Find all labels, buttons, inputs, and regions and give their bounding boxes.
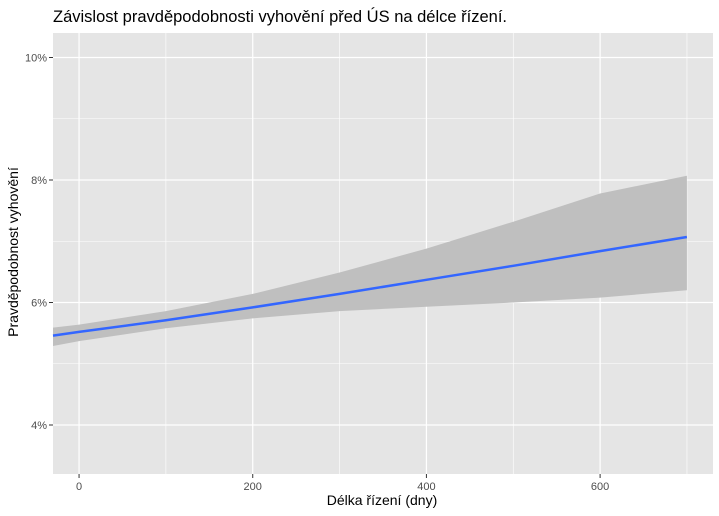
x-axis: 0 200 400 600 xyxy=(76,474,609,493)
x-tick-label: 0 xyxy=(76,481,82,493)
y-axis-title: Pravděpodobnost vyhovění xyxy=(5,167,21,337)
y-tick-label: 10% xyxy=(25,53,47,65)
trend-line xyxy=(52,235,688,337)
x-axis-title: Délka řízení (dny) xyxy=(327,492,437,508)
y-tick-label: 8% xyxy=(31,175,47,187)
chart-title: Závislost pravděpodobnosti vyhovění před… xyxy=(53,7,507,26)
y-axis: 4% 6% 8% 10% xyxy=(25,53,53,432)
confidence-band xyxy=(53,175,687,346)
x-tick-label: 200 xyxy=(244,481,262,493)
x-tick-label: 400 xyxy=(417,481,435,493)
x-tick-label: 600 xyxy=(591,481,609,493)
y-tick-label: 6% xyxy=(31,298,47,310)
y-tick-label: 4% xyxy=(31,420,47,432)
